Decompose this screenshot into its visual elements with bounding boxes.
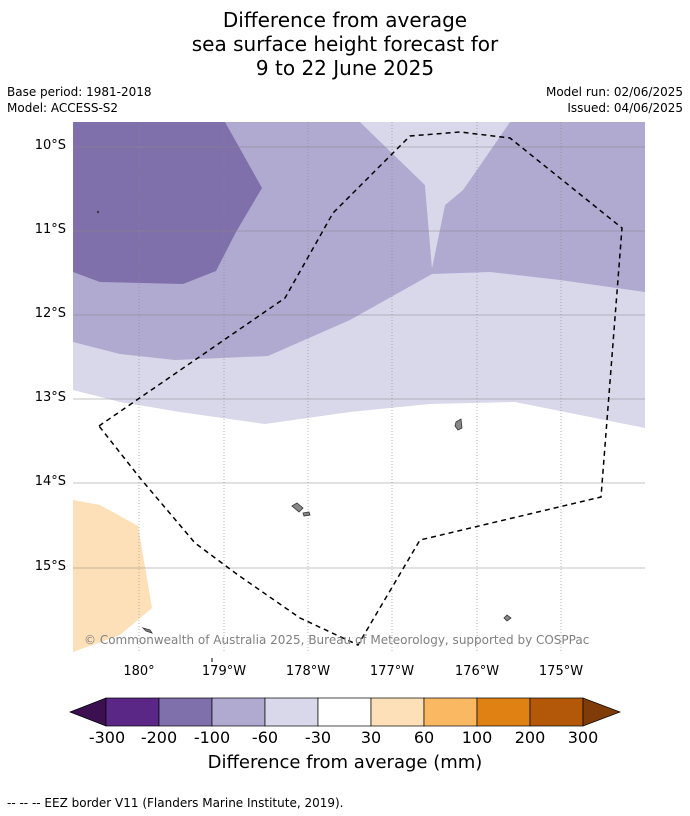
lat-label-12s: 12°S — [34, 306, 66, 321]
island-small-east — [503, 614, 512, 622]
meta-right: Model run: 02/06/2025 Issued: 04/06/2025 — [546, 84, 683, 116]
title-line-2: sea surface height forecast for — [191, 32, 499, 56]
lon-label-179w: 179°W — [201, 664, 247, 679]
colorbar-swatch-minus-100 — [158, 697, 213, 727]
lon-label-178w: 178°W — [285, 664, 331, 679]
colorbar-label-plus-100: 100 — [461, 728, 493, 747]
lat-label-14s: 14°S — [34, 474, 66, 489]
colorbar-label-plus-300: 300 — [567, 728, 599, 747]
title-line-1: Difference from average — [222, 8, 468, 32]
eez-footnote: -- -- -- EEZ border V11 (Flanders Marine… — [7, 796, 344, 810]
issued-date: Issued: 04/06/2025 — [567, 101, 683, 115]
colorbar-label-plus-30: 30 — [360, 728, 382, 747]
colorbar-swatch-zero — [317, 697, 372, 727]
colorbar-label-minus-60: -60 — [251, 728, 279, 747]
lat-label-13s: 13°S — [34, 390, 66, 405]
lat-label-11s: 11°S — [34, 222, 66, 237]
gridlines — [73, 122, 645, 652]
lon-label-175w: 175°W — [538, 664, 584, 679]
colorbar-swatch-minus-60 — [211, 697, 266, 727]
colorbar-arrow-left — [69, 697, 107, 727]
colorbar-swatch-plus-200 — [529, 697, 584, 727]
colorbar — [69, 697, 621, 727]
title-line-3: 9 to 22 June 2025 — [255, 56, 435, 80]
meta-left: Base period: 1981-2018 Model: ACCESS-S2 — [7, 84, 152, 116]
island-alofi — [302, 511, 311, 517]
contour-minus-30-wedge — [360, 122, 510, 268]
colorbar-label-plus-60: 60 — [413, 728, 435, 747]
contour-plus-30 — [73, 500, 152, 652]
map-title: Difference from average sea surface heig… — [0, 8, 690, 80]
island-small-southwest — [141, 627, 153, 634]
island-dot-northwest — [96, 210, 100, 214]
contour-minus-100 — [73, 122, 262, 284]
eez-border — [97, 131, 623, 646]
lon-label-180: 180° — [123, 664, 155, 679]
colorbar-label-plus-200: 200 — [514, 728, 546, 747]
lat-label-10s: 10°S — [34, 138, 66, 153]
base-period: Base period: 1981-2018 — [7, 85, 152, 99]
copyright-notice: © Commonwealth of Australia 2025, Bureau… — [84, 633, 590, 647]
islands — [96, 210, 512, 634]
colorbar-swatch-minus-30 — [264, 697, 319, 727]
model-name: Model: ACCESS-S2 — [7, 101, 119, 115]
map-area — [73, 122, 645, 652]
colorbar-swatch-minus-200 — [105, 697, 160, 727]
model-run: Model run: 02/06/2025 — [545, 85, 683, 99]
colorbar-swatch-plus-100 — [476, 697, 531, 727]
colorbar-swatch-plus-30 — [370, 697, 425, 727]
island-futuna — [291, 502, 304, 513]
colorbar-label-minus-300: -300 — [88, 728, 126, 747]
colorbar-label-minus-30: -30 — [304, 728, 332, 747]
lat-label-15s: 15°S — [34, 559, 66, 574]
lon-label-176w: 176°W — [454, 664, 500, 679]
colorbar-swatch-plus-60 — [423, 697, 478, 727]
colorbar-title: Difference from average (mm) — [207, 752, 483, 773]
colorbar-arrow-right — [582, 697, 621, 727]
colorbar-label-minus-100: -100 — [193, 728, 231, 747]
colorbar-label-minus-200: -200 — [140, 728, 178, 747]
island-rotuma — [454, 418, 463, 431]
lon-label-177w: 177°W — [369, 664, 415, 679]
